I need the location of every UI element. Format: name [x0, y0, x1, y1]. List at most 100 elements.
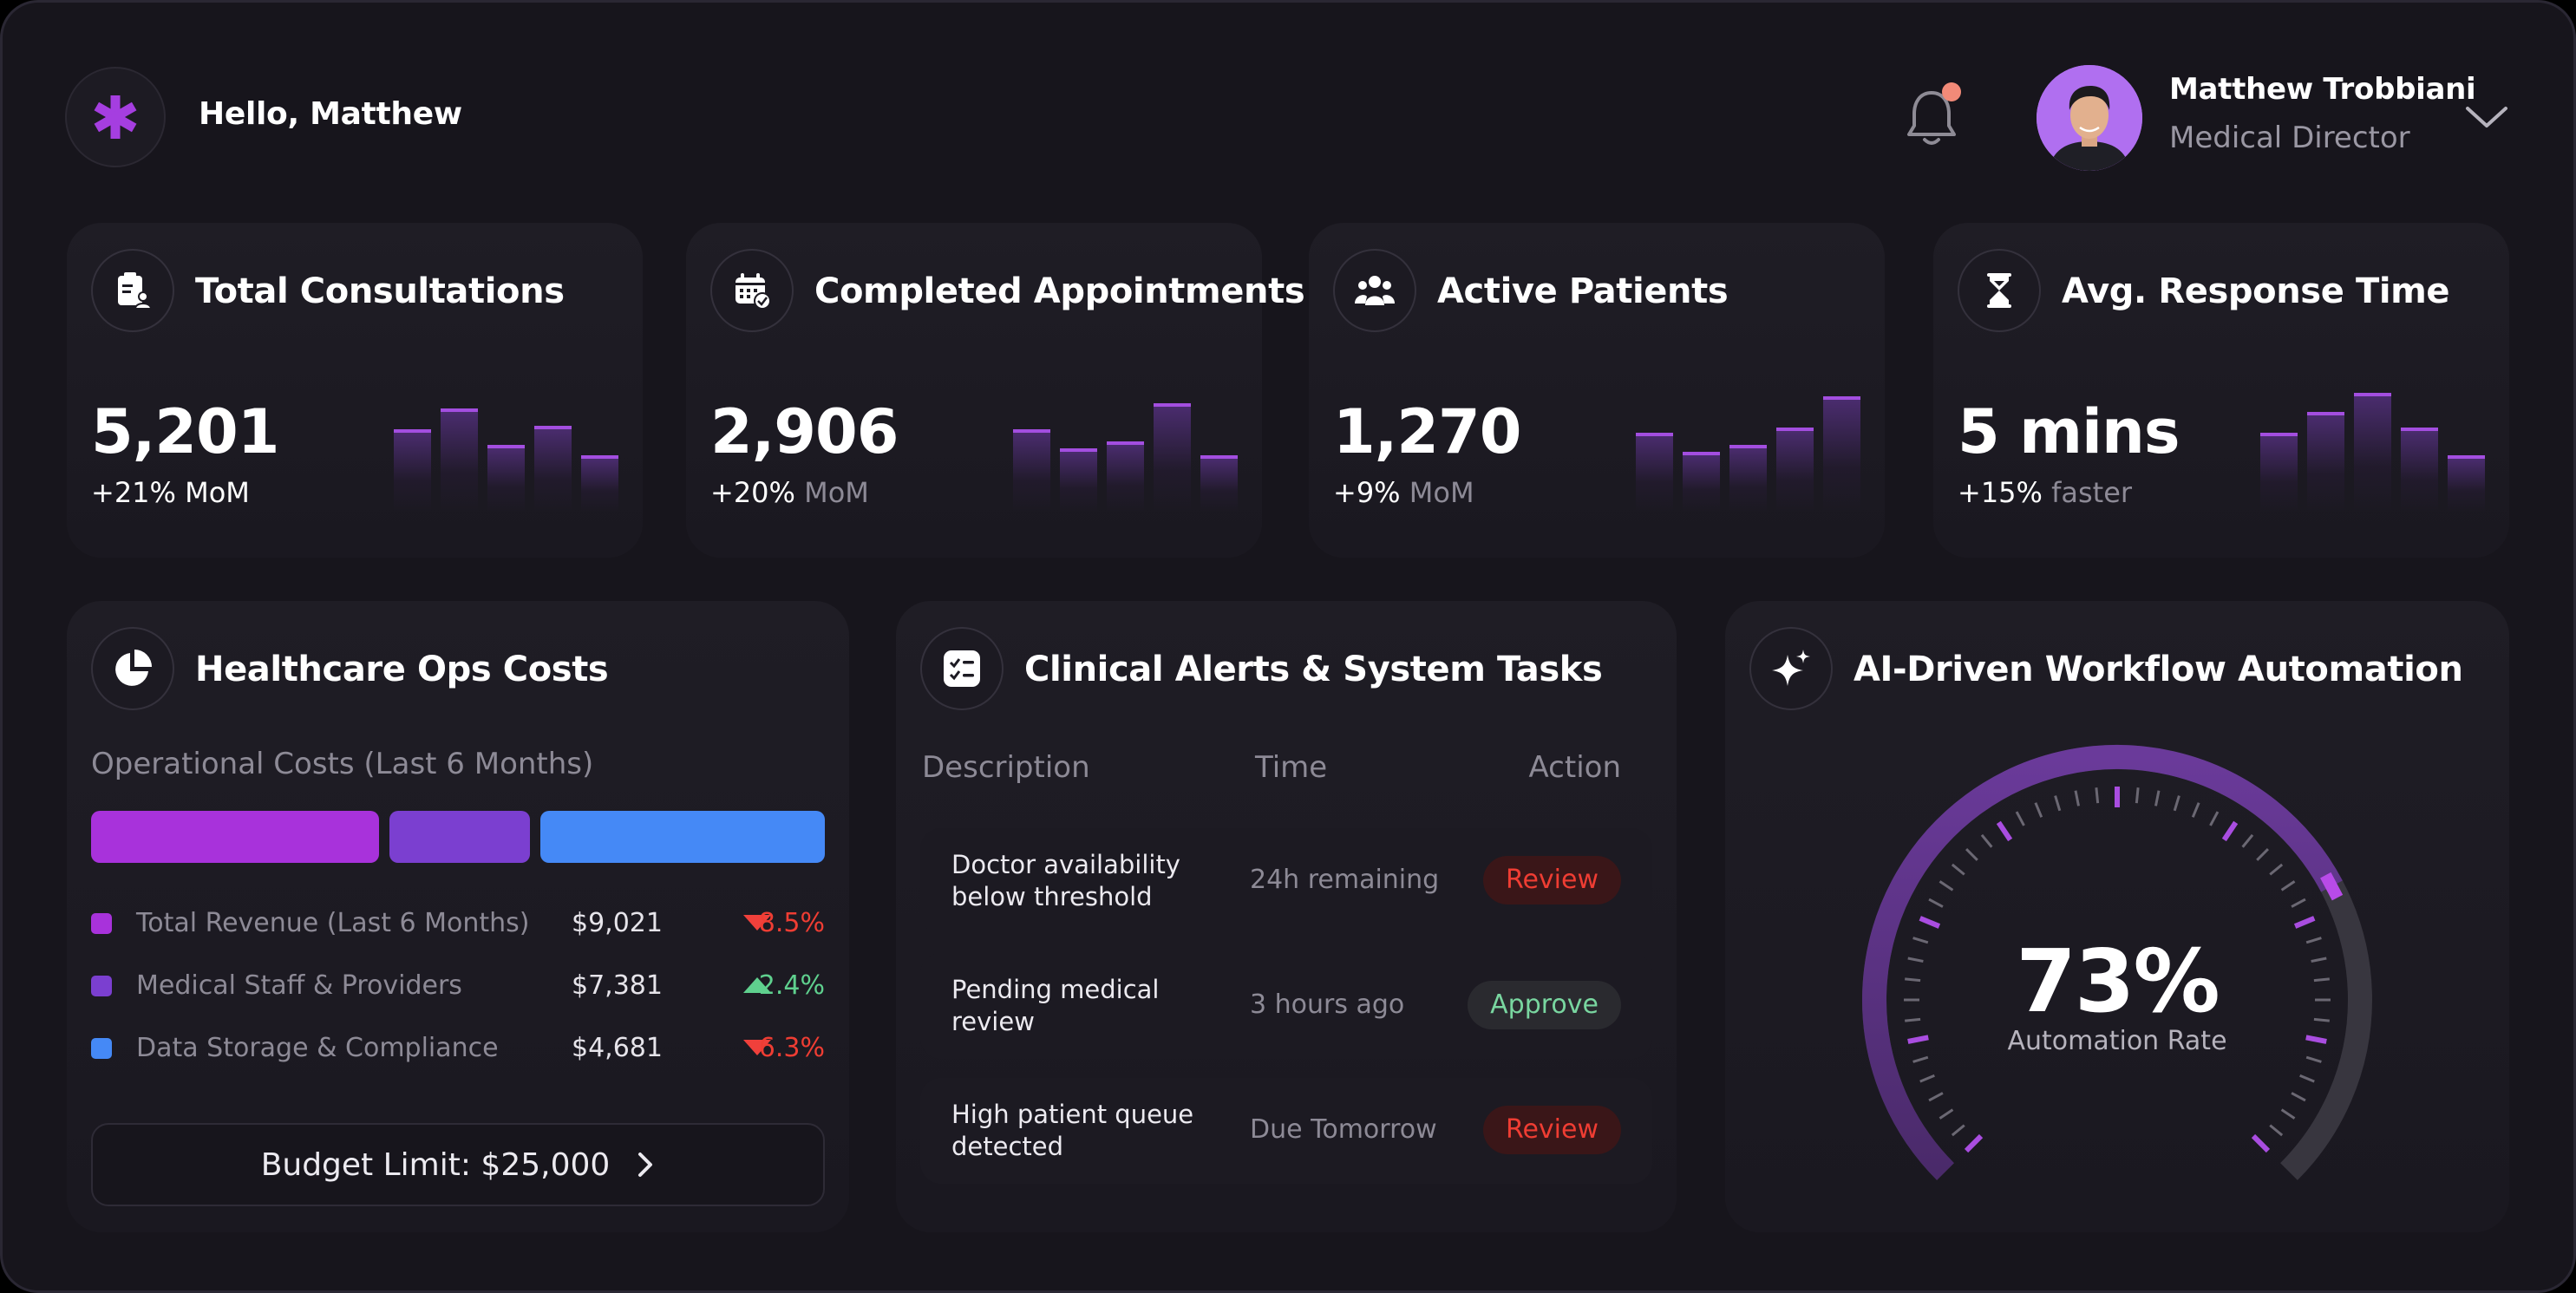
kpi-sparkbars — [1636, 391, 1860, 513]
card-title: Clinical Alerts & System Tasks — [1024, 650, 1603, 689]
kpi-delta-suffix: faster — [2051, 476, 2133, 509]
card-title: Healthcare Ops Costs — [195, 650, 609, 689]
costs-legend-row: Medical Staff & Providers $7,381 2.4% — [91, 969, 825, 1003]
spark-bar — [2448, 455, 2485, 513]
gauge-tick — [2191, 802, 2200, 818]
kpi-value: 2,906 — [710, 396, 899, 467]
spark-bar — [2260, 433, 2298, 513]
legend-change: 8.5% — [758, 908, 825, 938]
spark-bar — [1107, 441, 1144, 513]
gauge-tick — [2015, 811, 2025, 826]
legend-swatch — [91, 913, 112, 934]
legend-label: Data Storage & Compliance — [136, 1033, 499, 1063]
gauge-tick — [2291, 1092, 2306, 1102]
spark-bar — [1154, 403, 1191, 513]
spark-bar — [1013, 429, 1050, 513]
kpi-card-completed-appointments[interactable]: Completed Appointments 2,906 +20% MoM — [686, 223, 1305, 558]
gauge-tick — [1939, 880, 1954, 891]
approve-button[interactable]: Approve — [1468, 981, 1621, 1029]
gauge-tick — [2311, 957, 2327, 963]
legend-amount: $9,021 — [572, 908, 663, 938]
table-row: Doctor availability below threshold 24h … — [920, 828, 1652, 934]
users-icon — [1333, 249, 1416, 332]
column-header-description: Description — [922, 750, 1090, 785]
gauge-tick — [2313, 1017, 2330, 1022]
gauge-tick — [2209, 811, 2220, 826]
costs-segment-staff — [389, 811, 530, 863]
spark-bar — [2401, 428, 2438, 513]
costs-legend-row: Data Storage & Compliance $4,681 6.3% — [91, 1031, 825, 1066]
kpi-card-avg-response-time[interactable]: Avg. Response Time 5 mins +15% faster — [1933, 223, 2509, 558]
gauge-tick — [1912, 937, 1929, 944]
budget-limit-button[interactable]: Budget Limit: $25,000 — [91, 1123, 825, 1206]
alert-description: Doctor availability below threshold — [951, 850, 1180, 911]
pie-chart-icon — [91, 627, 174, 710]
clipboard-user-icon — [91, 249, 174, 332]
gauge-tick — [2154, 790, 2161, 806]
legend-amount: $7,381 — [572, 970, 663, 1001]
gauge-tick — [1939, 1108, 1954, 1120]
kpi-title: Avg. Response Time — [2062, 271, 2450, 311]
spark-bar — [1636, 433, 1673, 513]
costs-stacked-bar — [91, 811, 825, 863]
chevron-down-icon[interactable] — [2462, 100, 2511, 134]
spark-bar — [1200, 455, 1238, 513]
gauge-tick — [1951, 863, 1965, 876]
column-header-action: Action — [1528, 750, 1621, 785]
gauge-tick — [1912, 1055, 1929, 1063]
kpi-delta-suffix: MoM — [1409, 476, 1474, 509]
review-button[interactable]: Review — [1482, 856, 1621, 904]
alert-description: Pending medical review — [951, 975, 1160, 1036]
kpi-delta: +21% MoM — [91, 476, 250, 509]
gauge-tick — [2305, 1055, 2322, 1063]
legend-amount: $4,681 — [572, 1033, 663, 1063]
alert-time: 3 hours ago — [1250, 989, 1405, 1020]
gauge-tick — [1919, 1074, 1935, 1083]
avatar[interactable] — [2037, 65, 2142, 171]
costs-subtitle: Operational Costs (Last 6 Months) — [91, 747, 594, 781]
spark-bar — [581, 455, 618, 513]
review-button[interactable]: Review — [1482, 1106, 1621, 1154]
gauge-tick — [2269, 1124, 2284, 1137]
automation-rate-value: 73% — [2016, 931, 2220, 1032]
kpi-delta-suffix: MoM — [185, 476, 250, 509]
greeting: Hello, Matthew — [199, 96, 462, 132]
gauge-tick — [2305, 937, 2322, 944]
gauge-tick — [2280, 880, 2296, 891]
spark-bar — [441, 408, 478, 513]
gauge-tick — [2291, 898, 2306, 908]
gauge-tick — [1980, 833, 1993, 848]
gauge-tick — [1905, 1017, 1921, 1022]
gauge-tick — [1919, 916, 1941, 929]
kpi-value: 5 mins — [1958, 396, 2180, 467]
gauge-tick — [2305, 1035, 2327, 1044]
clinical-alerts-card: Clinical Alerts & System Tasks Descripti… — [896, 601, 1677, 1232]
gauge-tick — [1996, 820, 2013, 842]
gauge-tick — [2280, 1108, 2296, 1120]
kpi-delta-value: +21% — [91, 476, 176, 509]
kpi-card-active-patients[interactable]: Active Patients 1,270 +9% MoM — [1309, 223, 1885, 558]
gauge-tick — [2221, 820, 2239, 842]
legend-change: 2.4% — [758, 970, 825, 1001]
spark-bar — [1060, 448, 1097, 513]
user-name: Matthew Trobbiani — [2169, 72, 2476, 107]
automation-gauge — [1862, 745, 2372, 1180]
notification-bell-icon[interactable] — [1897, 82, 1966, 152]
gauge-tick — [2054, 795, 2062, 812]
alert-time: 24h remaining — [1250, 865, 1440, 895]
gauge-tick — [2269, 863, 2284, 876]
kpi-delta-value: +9% — [1333, 476, 1401, 509]
spark-bar — [2307, 412, 2344, 513]
user-role: Medical Director — [2169, 121, 2410, 155]
budget-label: Budget Limit: $25,000 — [260, 1146, 611, 1183]
kpi-card-total-consultations[interactable]: Total Consultations 5,201 +21% MoM — [67, 223, 643, 558]
alert-time: Due Tomorrow — [1250, 1114, 1437, 1145]
sparkle-icon — [1749, 627, 1833, 710]
kpi-delta: +9% MoM — [1333, 476, 1474, 509]
gauge-tick — [2241, 833, 2254, 848]
kpi-sparkbars — [1013, 391, 1238, 513]
spark-bar — [487, 445, 525, 513]
asterisk-logo-icon[interactable] — [65, 67, 166, 167]
gauge-tick — [2135, 787, 2140, 804]
